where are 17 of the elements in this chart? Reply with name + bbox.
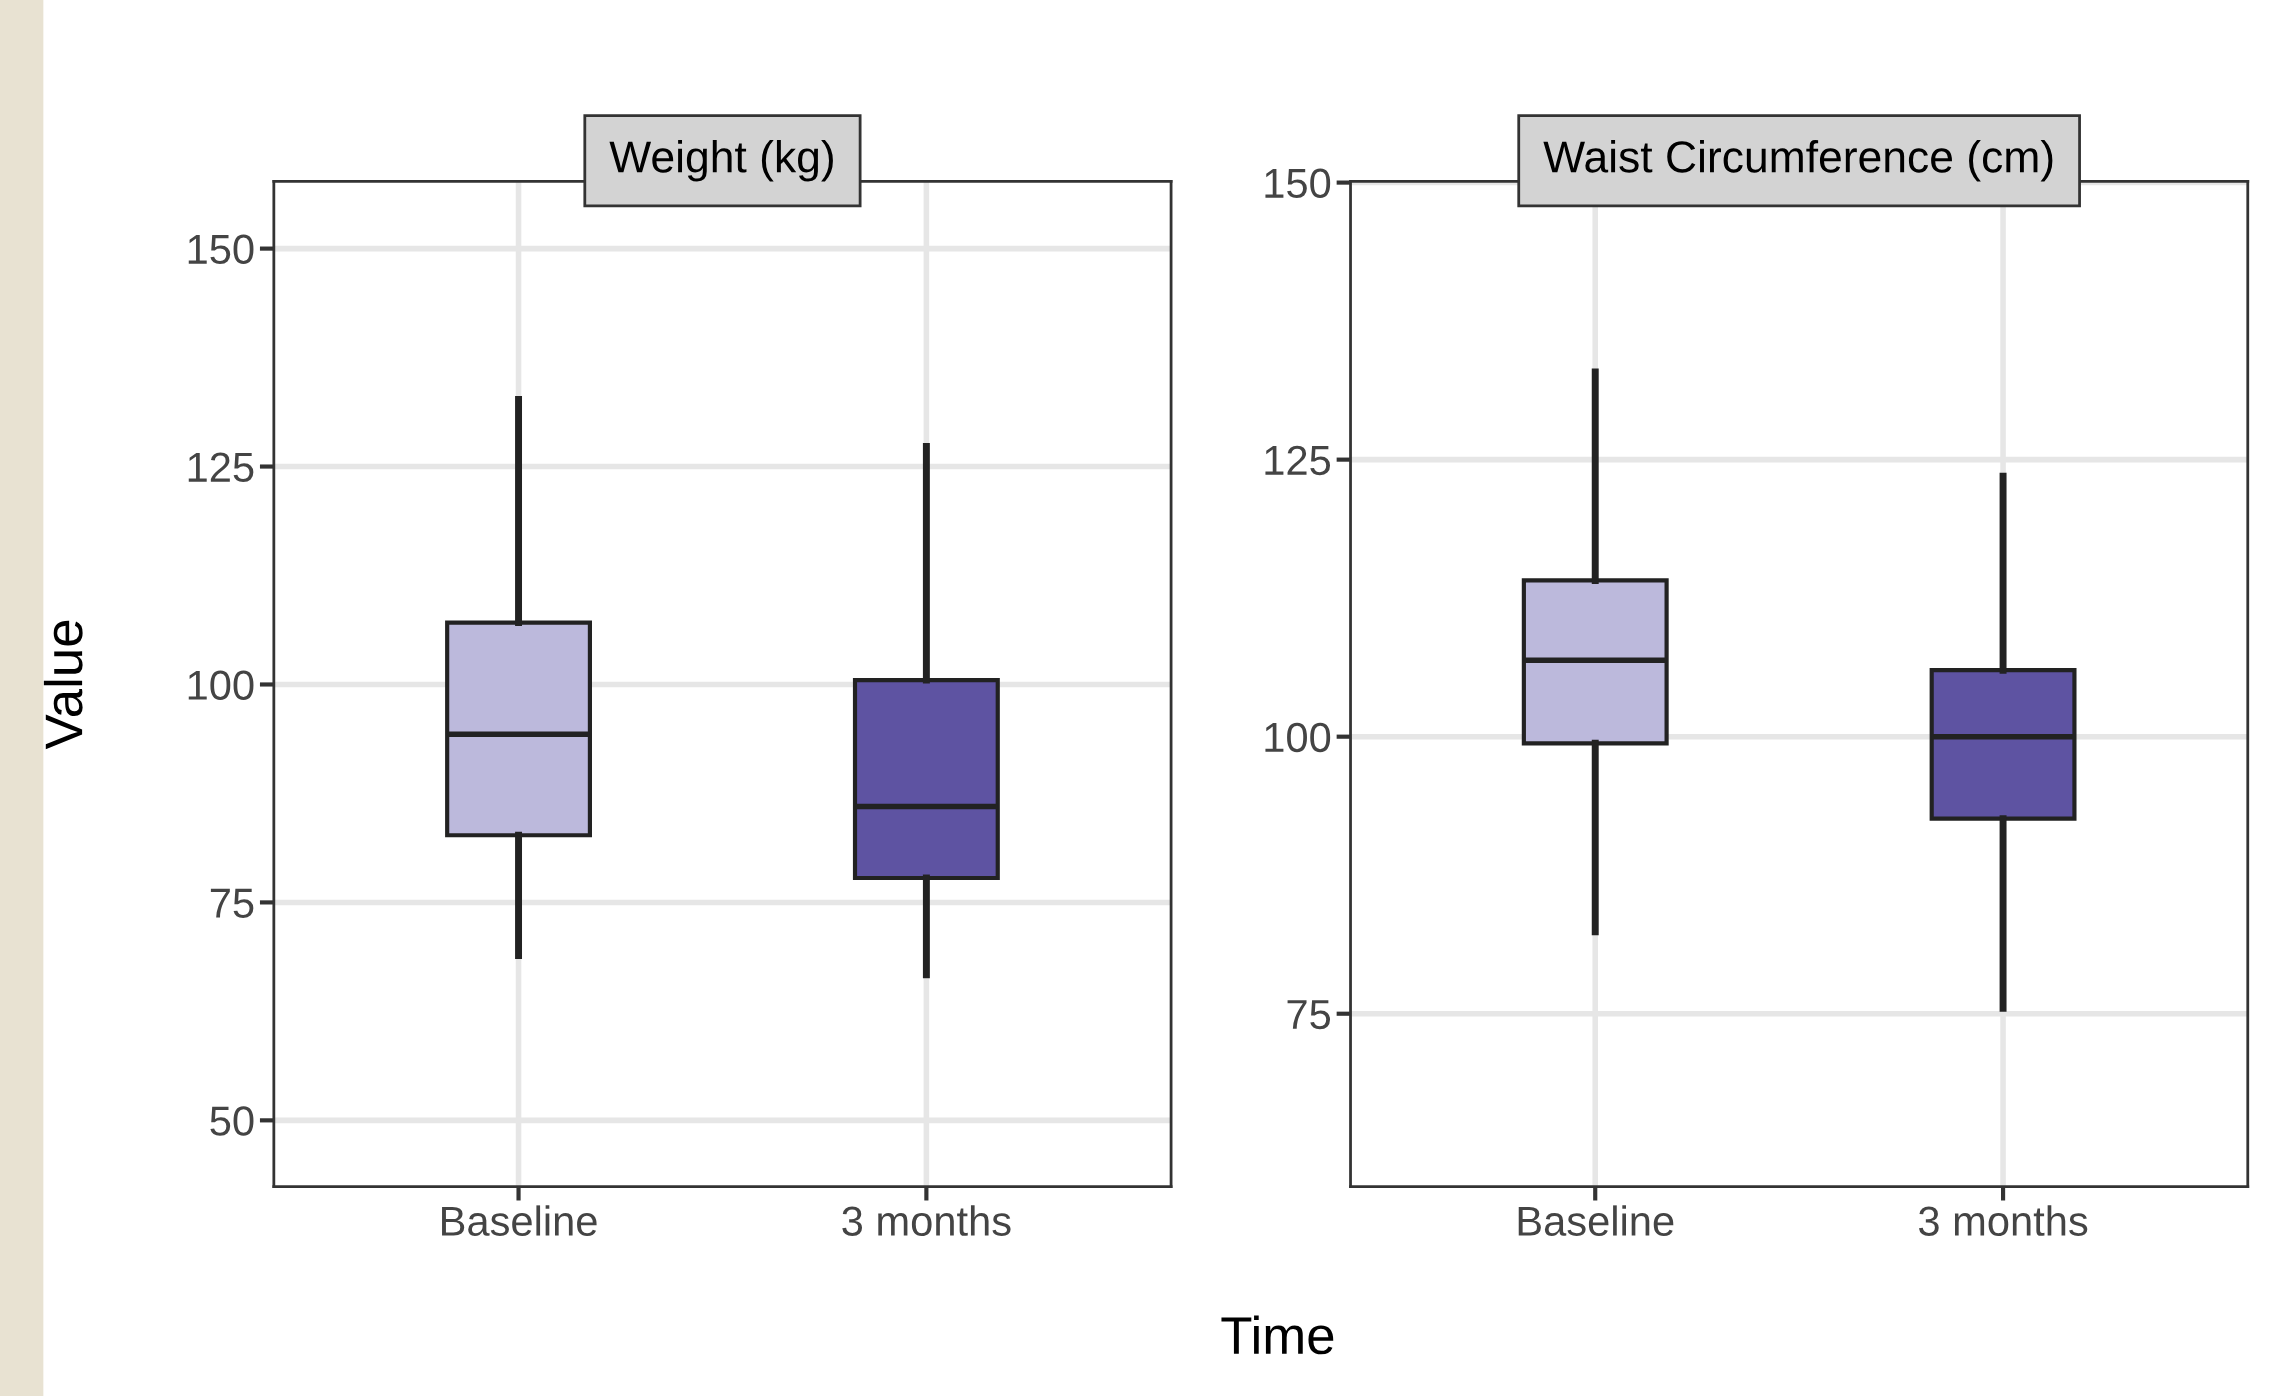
chart-title: Waist Circumference (cm) bbox=[1543, 140, 2053, 182]
x-axis-title: Time bbox=[1221, 1315, 1334, 1355]
y-tick-label: 125 bbox=[188, 452, 254, 483]
y-tick-label: 50 bbox=[210, 1106, 254, 1136]
y-tick-label: 125 bbox=[1265, 445, 1331, 476]
chart-title: Weight (kg) bbox=[609, 140, 833, 182]
y-tick-label: 75 bbox=[210, 888, 254, 918]
y-axis-title: Value bbox=[43, 620, 83, 750]
y-tick-label: 75 bbox=[1287, 1000, 1331, 1030]
y-tick-label: 150 bbox=[1265, 168, 1331, 199]
y-tick-label: 100 bbox=[188, 670, 254, 700]
y-tick-label: 150 bbox=[188, 234, 254, 265]
x-tick-label: 3 months bbox=[1918, 1205, 2088, 1236]
x-tick-label: Baseline bbox=[1518, 1205, 1674, 1236]
y-tick-label: 100 bbox=[1265, 722, 1331, 753]
x-tick-label: 3 months bbox=[842, 1205, 1011, 1236]
x-tick-label: Baseline bbox=[442, 1205, 597, 1236]
